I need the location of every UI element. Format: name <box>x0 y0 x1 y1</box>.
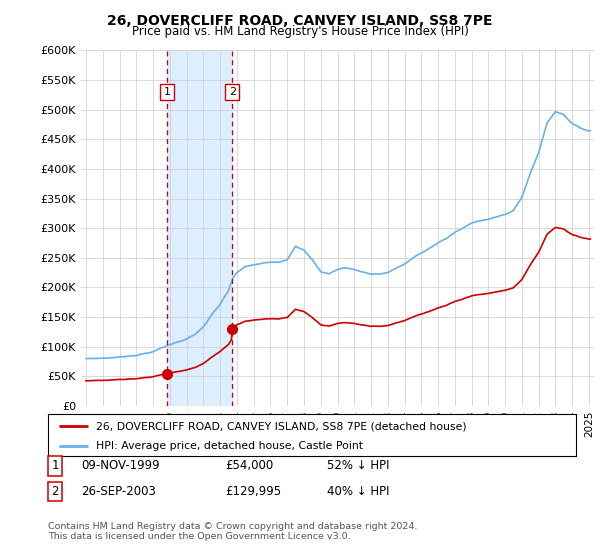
Text: £129,995: £129,995 <box>225 485 281 498</box>
Text: 2: 2 <box>52 485 59 498</box>
Text: 26, DOVERCLIFF ROAD, CANVEY ISLAND, SS8 7PE (detached house): 26, DOVERCLIFF ROAD, CANVEY ISLAND, SS8 … <box>95 421 466 431</box>
Text: 2: 2 <box>229 87 236 97</box>
Text: Price paid vs. HM Land Registry's House Price Index (HPI): Price paid vs. HM Land Registry's House … <box>131 25 469 38</box>
Text: Contains HM Land Registry data © Crown copyright and database right 2024.
This d: Contains HM Land Registry data © Crown c… <box>48 522 418 542</box>
Text: 1: 1 <box>52 459 59 473</box>
Text: 09-NOV-1999: 09-NOV-1999 <box>81 459 160 473</box>
Text: £54,000: £54,000 <box>225 459 273 473</box>
Text: HPI: Average price, detached house, Castle Point: HPI: Average price, detached house, Cast… <box>95 441 362 451</box>
Text: 52% ↓ HPI: 52% ↓ HPI <box>327 459 389 473</box>
Text: 26, DOVERCLIFF ROAD, CANVEY ISLAND, SS8 7PE: 26, DOVERCLIFF ROAD, CANVEY ISLAND, SS8 … <box>107 14 493 28</box>
Text: 26-SEP-2003: 26-SEP-2003 <box>81 485 156 498</box>
Text: 40% ↓ HPI: 40% ↓ HPI <box>327 485 389 498</box>
Bar <box>167 50 232 406</box>
Text: 1: 1 <box>164 87 170 97</box>
